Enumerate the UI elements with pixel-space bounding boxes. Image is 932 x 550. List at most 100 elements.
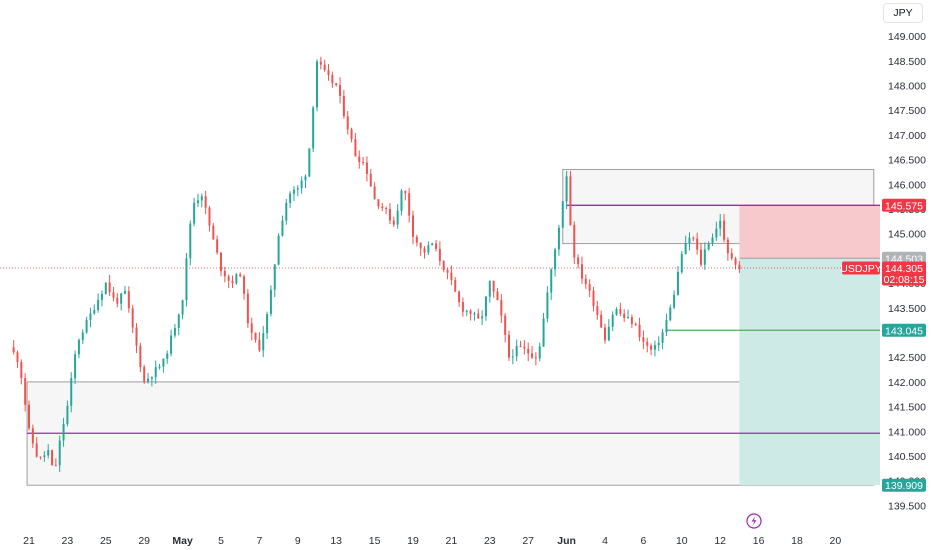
candle-body <box>162 358 165 367</box>
candle-body <box>54 465 57 467</box>
candle-body <box>650 345 653 350</box>
candle-body <box>431 243 434 246</box>
candle <box>561 200 564 228</box>
candle <box>304 174 307 189</box>
candle <box>469 309 472 321</box>
level-price-tag: 145.575 <box>885 200 923 212</box>
candle <box>423 246 426 259</box>
y-tick-label: 143.500 <box>888 303 926 315</box>
candle <box>538 342 541 362</box>
candle-body <box>131 308 134 328</box>
candle-body <box>346 116 349 130</box>
candle-body <box>139 345 142 368</box>
candle-body <box>435 243 438 249</box>
candle <box>577 254 580 269</box>
candle-body <box>177 314 180 329</box>
candle <box>600 310 603 328</box>
candle-body <box>450 272 453 281</box>
candle-body <box>120 293 123 304</box>
x-tick-label: 7 <box>256 535 262 547</box>
candle-body <box>719 220 722 229</box>
candle-body <box>726 239 729 254</box>
candle-body <box>623 313 626 318</box>
candle <box>89 307 92 328</box>
lightning-icon[interactable] <box>746 513 762 529</box>
candle-body <box>642 337 645 342</box>
candle-body <box>385 207 388 210</box>
candle <box>346 111 349 135</box>
x-axis: 21 23 25 29 May 5 7 9 13 15 19 21 23 27 Jun 4 6 10 12 16 18 2… <box>23 535 841 547</box>
candle <box>684 235 687 255</box>
candle <box>500 294 503 323</box>
candle <box>212 222 215 240</box>
symbol-tag-bg <box>842 261 880 275</box>
candle-body <box>730 253 733 259</box>
candle-body <box>377 199 380 207</box>
candle <box>692 236 695 242</box>
candle-body <box>442 261 445 270</box>
currency-button[interactable]: JPY <box>883 3 923 23</box>
x-tick-label: 21 <box>446 535 458 547</box>
candle <box>281 215 284 237</box>
candle-body <box>696 238 699 250</box>
candle-body <box>269 289 272 315</box>
candle <box>477 308 480 319</box>
candle-body <box>20 361 23 379</box>
current-price-tag-bg <box>882 261 926 286</box>
candle-body <box>461 302 464 312</box>
lines-layer <box>0 204 880 434</box>
candle-body <box>580 264 583 279</box>
candle-body <box>173 328 176 336</box>
candle <box>273 263 276 298</box>
y-tick-label: 145.000 <box>888 229 926 241</box>
candle <box>254 332 257 343</box>
candle-body <box>300 180 303 189</box>
candle <box>523 340 526 355</box>
candle <box>723 213 726 243</box>
x-tick-label: 23 <box>484 535 496 547</box>
candle <box>365 156 368 182</box>
candle <box>300 176 303 194</box>
candle <box>665 313 668 337</box>
candle-body <box>308 148 311 177</box>
candle <box>269 285 272 317</box>
candle-body <box>600 314 603 328</box>
candle <box>488 280 491 303</box>
candle <box>546 286 549 323</box>
candle-body <box>12 347 15 353</box>
candle <box>611 311 614 332</box>
candle-body <box>285 203 288 221</box>
candle-body <box>592 290 595 307</box>
x-tick-label: Jun <box>557 535 576 547</box>
candle <box>427 241 430 256</box>
candle-body <box>400 190 403 211</box>
candle-body <box>561 201 564 228</box>
candle <box>623 309 626 322</box>
candle <box>557 224 560 256</box>
candle <box>127 286 130 313</box>
candle-body <box>166 353 169 359</box>
candle <box>331 71 334 88</box>
candle-body <box>254 332 257 340</box>
candle <box>104 282 107 295</box>
candle-body <box>638 324 641 338</box>
candle <box>604 323 606 344</box>
candle <box>354 132 357 157</box>
candle-body <box>630 317 633 324</box>
candle <box>519 340 522 348</box>
candle <box>43 451 46 462</box>
candle-body <box>51 449 54 466</box>
target-price-tag-bg <box>882 478 926 492</box>
candle-body <box>627 317 630 319</box>
candle-body <box>185 258 188 301</box>
candle <box>193 197 196 227</box>
candle-body <box>523 346 526 349</box>
candle <box>335 82 338 87</box>
x-tick-label: 9 <box>295 535 301 547</box>
candle <box>511 349 514 365</box>
candle <box>638 317 641 342</box>
candle-body <box>665 320 668 333</box>
candle <box>135 323 138 354</box>
candle-body <box>181 300 184 315</box>
